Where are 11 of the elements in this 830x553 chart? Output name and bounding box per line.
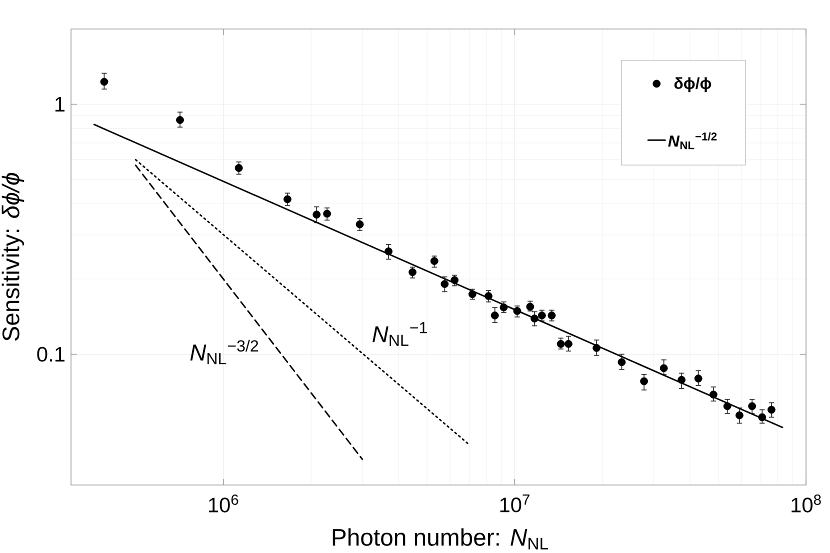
x-tick-label: 10$^{7}$ <box>500 494 530 512</box>
x-tick-label: 10$^{6}$ <box>208 494 238 512</box>
legend-label: N$_{NL}$−1/2 <box>668 132 717 150</box>
x-tick-label: 10$^{8}$ <box>792 494 821 512</box>
annotation: N$_{NL}$−3/2 <box>190 340 258 364</box>
x-axis-title: Photon number: N$_{NL}$ <box>332 528 548 550</box>
y-tick-label: 0.1 <box>37 346 64 362</box>
legend-label: δϕ/ϕ <box>674 77 712 92</box>
y-axis-title: Sensitivity: δϕ/ϕ <box>2 172 24 341</box>
y-tick-label: 1 <box>55 97 64 112</box>
annotation: N$_{NL}$−1 <box>372 322 427 346</box>
